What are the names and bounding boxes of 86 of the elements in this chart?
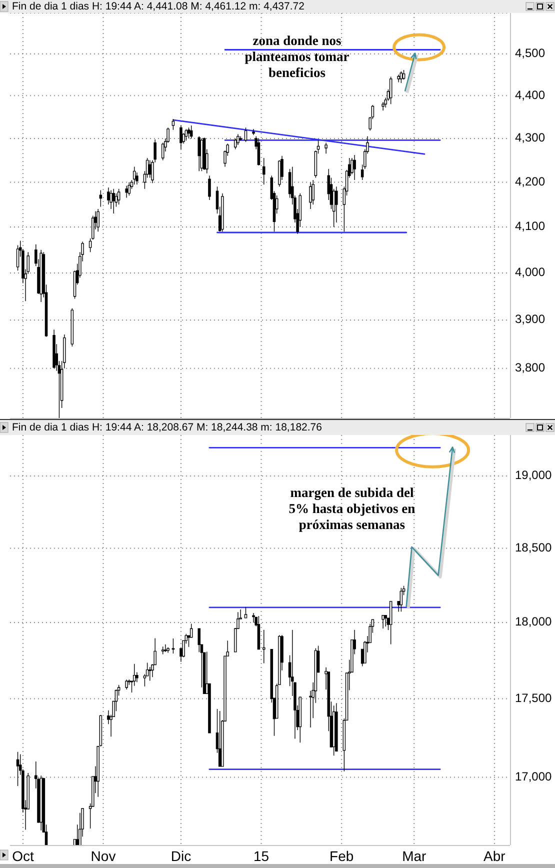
y-tick-label: 4,500 xyxy=(515,46,546,60)
y-tick-label: 4,400 xyxy=(515,88,546,102)
annotation: zona donde nos planteamos tomar beneficios xyxy=(244,33,350,80)
candlestick xyxy=(389,76,392,105)
candlestick xyxy=(70,308,74,347)
chart-title: Fin de dia 1 dias H: 19:44 A: 18,208.67 M: 18,244.38 m: 18,182.76 xyxy=(12,421,322,434)
candlestick xyxy=(384,615,388,627)
candlestick xyxy=(96,208,100,232)
candlestick xyxy=(117,188,120,205)
candlestick xyxy=(278,160,281,188)
y-tick-label: 17,500 xyxy=(515,690,552,705)
x-tick-label: 15 xyxy=(254,848,270,864)
candlestick xyxy=(125,679,128,690)
candlestick xyxy=(184,128,188,141)
x-tick-label: Mar xyxy=(402,848,427,864)
y-tick-label: 4,300 xyxy=(515,130,546,145)
candlestick xyxy=(257,616,260,650)
y-tick-label: 3,900 xyxy=(515,312,546,326)
y-tick-label: 17,000 xyxy=(515,769,552,784)
candlestick xyxy=(172,638,175,654)
candlestick xyxy=(125,185,128,198)
candlestick xyxy=(335,702,338,752)
candlestick xyxy=(221,192,224,232)
candlestick xyxy=(16,244,20,272)
candlestick xyxy=(335,186,338,223)
candlestick xyxy=(400,70,403,84)
candlestick xyxy=(382,102,384,111)
candlestick xyxy=(389,600,392,645)
candlestick xyxy=(180,125,182,150)
candlestick xyxy=(107,187,110,205)
candlestick xyxy=(402,70,406,80)
y-tick-label: 18,500 xyxy=(515,540,552,554)
candlestick xyxy=(198,136,201,172)
y-tick-label: 4,000 xyxy=(515,265,546,280)
candlestick xyxy=(148,666,152,682)
x-tick-label: Abr xyxy=(484,848,506,864)
candlestick xyxy=(332,705,336,756)
chart-title: Fin de dia 1 dias H: 19:44 A: 4,441.08 M: 4,461.12 m: 4,437.72 xyxy=(12,0,305,12)
candlestick xyxy=(40,250,42,302)
candlestick xyxy=(257,138,260,166)
candlestick xyxy=(200,138,204,172)
candlestick xyxy=(234,138,237,150)
candlestick xyxy=(52,329,56,369)
x-tick-label: Feb xyxy=(330,848,354,864)
candlestick xyxy=(112,188,116,214)
candlestick xyxy=(262,158,266,185)
y-tick-label: 3,800 xyxy=(515,360,546,375)
x-tick-label: Oct xyxy=(12,848,34,864)
candlestick xyxy=(161,142,164,161)
candlestick xyxy=(298,696,302,743)
candlestick xyxy=(166,647,170,654)
candlestick xyxy=(324,142,328,154)
candlestick xyxy=(262,629,266,664)
candlestick xyxy=(244,606,248,618)
candlestick xyxy=(187,127,190,139)
candlestick xyxy=(128,182,131,196)
candlestick xyxy=(353,154,356,180)
x-tick-label: Nov xyxy=(90,848,116,864)
candlestick xyxy=(252,612,255,623)
candlestick xyxy=(40,775,42,831)
candlestick xyxy=(172,118,175,130)
candlestick xyxy=(16,752,20,786)
candlestick xyxy=(161,646,164,655)
candlestick xyxy=(110,190,112,210)
y-tick-label: 19,000 xyxy=(515,468,552,482)
y-tick-label: 4,100 xyxy=(515,219,546,234)
y-tick-label: 4,200 xyxy=(515,174,546,188)
candlestick xyxy=(236,134,240,146)
candlestick xyxy=(218,710,222,767)
candlestick xyxy=(252,128,255,136)
annotation: margen de subida del 5% hasta objetivos en próximas semanas xyxy=(288,485,416,532)
candlestick xyxy=(309,182,312,210)
candlestick xyxy=(202,137,206,170)
candlestick xyxy=(382,614,384,629)
candlestick xyxy=(312,180,314,205)
y-tick-label: 18,000 xyxy=(515,614,552,629)
candlestick xyxy=(99,190,102,208)
candlestick xyxy=(132,166,136,185)
x-tick-label: Dic xyxy=(170,848,192,864)
candlestick xyxy=(400,588,403,612)
candlestick xyxy=(397,74,400,83)
candlestick xyxy=(164,644,167,652)
candlestick xyxy=(244,127,248,142)
candlestick xyxy=(208,175,211,200)
candlestick xyxy=(239,136,242,141)
candlestick xyxy=(190,125,193,139)
